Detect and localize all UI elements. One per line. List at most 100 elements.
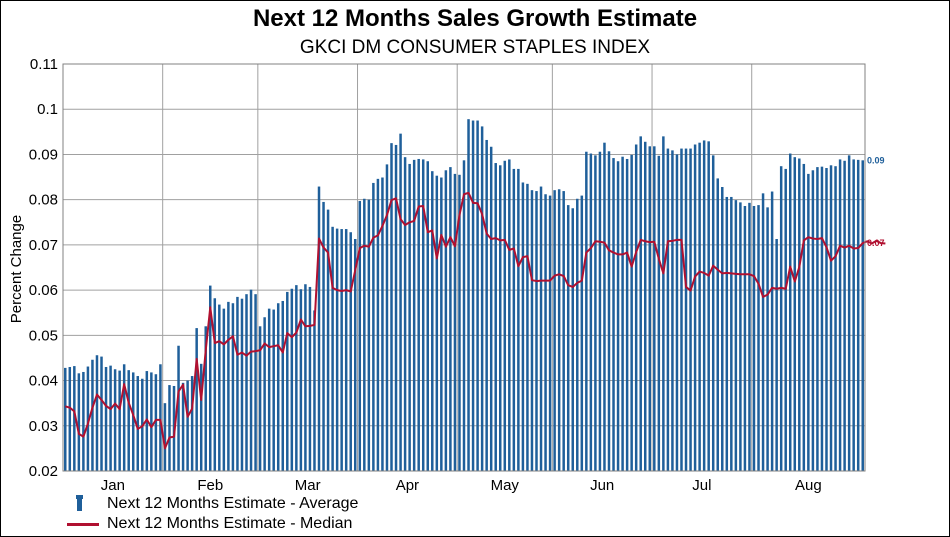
bar (354, 239, 357, 471)
legend-swatch-median (67, 523, 99, 526)
bar (625, 158, 629, 471)
bar (136, 376, 140, 471)
y-tick-label: 0.06 (29, 282, 58, 299)
bar (784, 168, 787, 471)
bar (154, 374, 158, 471)
bar (471, 120, 475, 472)
bar (580, 195, 584, 471)
bar (571, 208, 574, 471)
bar (576, 198, 579, 472)
bar (286, 291, 289, 471)
bar (757, 205, 760, 472)
bar (657, 155, 661, 471)
bar (73, 366, 76, 471)
bar (222, 308, 226, 471)
bar (503, 160, 507, 471)
bar (249, 289, 253, 471)
bar (856, 159, 860, 472)
bar (453, 173, 457, 471)
legend-label-average: Next 12 Months Estimate - Average (107, 495, 359, 512)
bar (494, 163, 497, 471)
bar (100, 356, 103, 471)
bar (254, 294, 257, 471)
bar (159, 364, 162, 471)
bar (770, 191, 774, 471)
bar (634, 144, 638, 472)
bar (526, 183, 529, 472)
bar (363, 198, 366, 472)
axes (62, 63, 866, 472)
bar (168, 385, 171, 471)
bar (653, 146, 656, 471)
bar (240, 298, 244, 471)
bar (508, 159, 511, 471)
bar (594, 155, 597, 472)
bar (449, 167, 452, 471)
bar (711, 155, 715, 472)
bar (322, 201, 325, 471)
bar (304, 284, 307, 471)
bar (408, 163, 411, 472)
bar (775, 239, 778, 471)
bar (499, 165, 502, 471)
bar (489, 146, 493, 472)
bar (82, 371, 85, 471)
bar (299, 289, 303, 471)
bar (91, 359, 94, 471)
bar (485, 139, 488, 471)
bar (589, 153, 593, 472)
bar (630, 154, 633, 471)
bar (616, 161, 620, 471)
y-tick-label: 0.05 (29, 327, 58, 344)
y-tick-label: 0.08 (29, 192, 58, 209)
bar (743, 205, 747, 471)
bar (109, 365, 112, 471)
bar (707, 141, 710, 471)
x-tick-labels: Jan Feb Mar Apr May Jun Jul Aug (101, 477, 822, 494)
bar (820, 166, 824, 471)
legend-swatch-average (76, 495, 83, 511)
bar (666, 148, 670, 471)
x-tick-label: Jan (101, 477, 125, 494)
bar (671, 150, 674, 471)
legend-label-median: Next 12 Months Estimate - Median (107, 515, 353, 532)
bar (725, 196, 729, 471)
bar (190, 376, 194, 471)
bar (643, 141, 647, 471)
chart-subtitle: GKCI DM CONSUMER STAPLES INDEX (299, 37, 651, 58)
bar (64, 367, 67, 471)
bar (68, 366, 72, 471)
bar (127, 370, 130, 471)
bar (476, 120, 479, 472)
bar (779, 166, 783, 472)
bar (376, 178, 380, 471)
bar (825, 168, 828, 471)
bar (281, 300, 285, 471)
bar (843, 160, 846, 471)
bar (585, 151, 588, 471)
bar (838, 159, 842, 471)
bar (761, 193, 765, 471)
bar (721, 187, 724, 471)
bar (218, 304, 221, 471)
bar (150, 372, 153, 471)
bar (390, 143, 393, 471)
bar (295, 285, 298, 471)
bar (607, 151, 611, 472)
bar (693, 144, 697, 472)
bar (612, 158, 615, 471)
bar (231, 303, 235, 471)
bar (199, 363, 203, 471)
bar (802, 163, 806, 472)
bar (186, 380, 189, 471)
bar (431, 171, 434, 471)
bar (372, 182, 375, 471)
bar (335, 228, 339, 471)
bar (308, 286, 312, 471)
y-tick-labels: 0.02 0.03 0.04 0.05 0.06 0.07 0.08 0.09 0.1 0.11 (29, 56, 58, 480)
bar (122, 364, 126, 471)
bar (748, 202, 751, 472)
bar (113, 369, 117, 471)
bar (344, 229, 348, 471)
